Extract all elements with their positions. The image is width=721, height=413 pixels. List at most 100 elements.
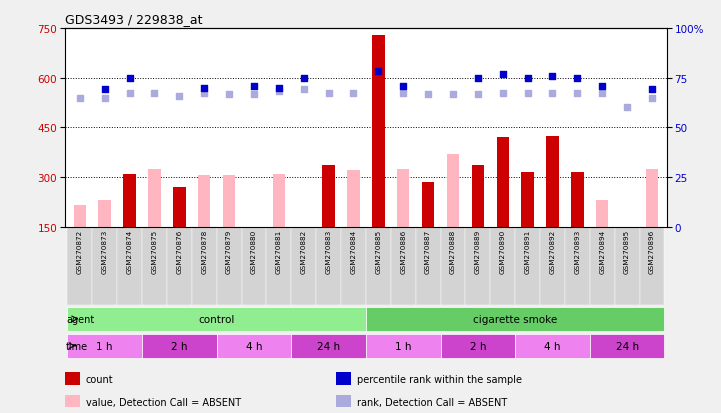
FancyBboxPatch shape bbox=[366, 307, 665, 331]
Text: GSM270872: GSM270872 bbox=[77, 230, 83, 274]
FancyBboxPatch shape bbox=[540, 227, 565, 306]
Bar bbox=[472, 166, 484, 227]
Text: percentile rank within the sample: percentile rank within the sample bbox=[357, 374, 522, 385]
Point bbox=[646, 95, 658, 102]
Point bbox=[74, 95, 86, 102]
Point bbox=[298, 75, 309, 82]
FancyBboxPatch shape bbox=[92, 227, 117, 306]
Point bbox=[198, 85, 210, 92]
Text: GSM270881: GSM270881 bbox=[276, 230, 282, 274]
Point bbox=[273, 85, 285, 92]
Point bbox=[572, 90, 583, 97]
FancyBboxPatch shape bbox=[266, 227, 291, 306]
Text: GSM270874: GSM270874 bbox=[127, 230, 133, 274]
Bar bbox=[372, 36, 384, 227]
FancyBboxPatch shape bbox=[142, 334, 216, 358]
Text: rank, Detection Call = ABSENT: rank, Detection Call = ABSENT bbox=[357, 397, 507, 407]
FancyBboxPatch shape bbox=[516, 334, 590, 358]
FancyBboxPatch shape bbox=[490, 227, 516, 306]
Bar bbox=[571, 173, 583, 227]
Text: GSM270880: GSM270880 bbox=[251, 230, 257, 274]
Text: GSM270883: GSM270883 bbox=[326, 230, 332, 274]
FancyBboxPatch shape bbox=[316, 227, 341, 306]
FancyBboxPatch shape bbox=[216, 334, 291, 358]
Point bbox=[596, 90, 608, 97]
Text: 4 h: 4 h bbox=[544, 341, 561, 351]
Bar bbox=[273, 174, 285, 227]
FancyBboxPatch shape bbox=[291, 227, 316, 306]
Point bbox=[596, 83, 608, 90]
Bar bbox=[123, 174, 136, 227]
Text: 24 h: 24 h bbox=[317, 341, 340, 351]
FancyBboxPatch shape bbox=[516, 227, 540, 306]
Bar bbox=[99, 201, 111, 227]
Point bbox=[224, 92, 235, 98]
FancyBboxPatch shape bbox=[67, 227, 92, 306]
Bar bbox=[223, 176, 235, 227]
Point bbox=[397, 83, 409, 90]
Text: GSM270879: GSM270879 bbox=[226, 230, 232, 274]
Point bbox=[522, 90, 534, 97]
Point bbox=[497, 90, 508, 97]
Point bbox=[348, 90, 359, 97]
Text: agent: agent bbox=[66, 314, 94, 324]
Text: GDS3493 / 229838_at: GDS3493 / 229838_at bbox=[65, 13, 203, 26]
Bar bbox=[596, 201, 609, 227]
FancyBboxPatch shape bbox=[466, 227, 490, 306]
Bar bbox=[646, 169, 658, 227]
Text: GSM270885: GSM270885 bbox=[376, 230, 381, 274]
Text: GSM270873: GSM270873 bbox=[102, 230, 107, 274]
Bar bbox=[336, 372, 351, 385]
Bar bbox=[336, 395, 351, 408]
Bar bbox=[149, 169, 161, 227]
Bar bbox=[65, 395, 80, 408]
Bar bbox=[547, 136, 559, 227]
Text: 2 h: 2 h bbox=[171, 341, 187, 351]
Text: 1 h: 1 h bbox=[395, 341, 412, 351]
Point bbox=[472, 92, 484, 98]
Point bbox=[447, 92, 459, 98]
Text: GSM270891: GSM270891 bbox=[525, 230, 531, 274]
Point bbox=[373, 69, 384, 75]
Bar bbox=[497, 138, 509, 227]
Bar bbox=[397, 169, 410, 227]
FancyBboxPatch shape bbox=[117, 227, 142, 306]
Text: GSM270886: GSM270886 bbox=[400, 230, 406, 274]
Bar bbox=[447, 154, 459, 227]
FancyBboxPatch shape bbox=[441, 227, 466, 306]
Point bbox=[198, 90, 210, 97]
Text: cigarette smoke: cigarette smoke bbox=[473, 314, 557, 324]
Bar bbox=[348, 171, 360, 227]
Bar bbox=[74, 206, 86, 227]
FancyBboxPatch shape bbox=[366, 334, 441, 358]
FancyBboxPatch shape bbox=[590, 227, 615, 306]
Bar bbox=[198, 176, 211, 227]
Text: count: count bbox=[86, 374, 114, 385]
FancyBboxPatch shape bbox=[565, 227, 590, 306]
Bar bbox=[521, 173, 534, 227]
Point bbox=[298, 87, 309, 93]
Point bbox=[323, 90, 335, 97]
FancyBboxPatch shape bbox=[441, 334, 516, 358]
Point bbox=[99, 87, 110, 93]
FancyBboxPatch shape bbox=[615, 227, 640, 306]
Text: GSM270884: GSM270884 bbox=[350, 230, 356, 274]
Bar bbox=[173, 188, 185, 227]
Text: GSM270892: GSM270892 bbox=[549, 230, 555, 274]
FancyBboxPatch shape bbox=[341, 227, 366, 306]
Point bbox=[547, 90, 558, 97]
FancyBboxPatch shape bbox=[640, 227, 665, 306]
Bar bbox=[322, 166, 335, 227]
Text: value, Detection Call = ABSENT: value, Detection Call = ABSENT bbox=[86, 397, 241, 407]
Text: GSM270894: GSM270894 bbox=[599, 230, 605, 274]
Point bbox=[174, 93, 185, 100]
FancyBboxPatch shape bbox=[590, 334, 665, 358]
Text: GSM270895: GSM270895 bbox=[624, 230, 630, 274]
Text: 2 h: 2 h bbox=[469, 341, 486, 351]
Point bbox=[149, 90, 160, 97]
Text: 4 h: 4 h bbox=[246, 341, 262, 351]
Point bbox=[99, 95, 110, 102]
Point bbox=[522, 75, 534, 82]
FancyBboxPatch shape bbox=[67, 307, 366, 331]
FancyBboxPatch shape bbox=[242, 227, 266, 306]
